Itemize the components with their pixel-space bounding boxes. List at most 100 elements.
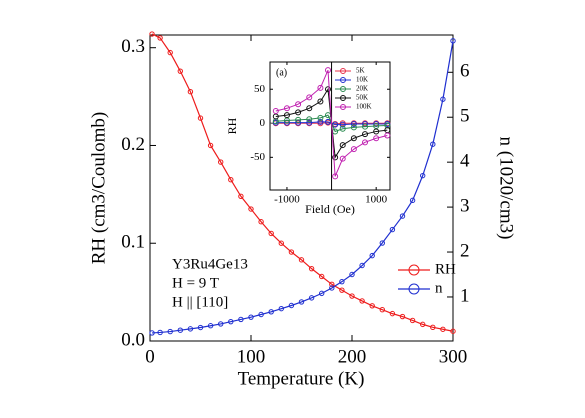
annotation: Y3Ru4Ge13 (172, 256, 248, 272)
x-tick-label: 0 (145, 346, 155, 367)
data-point (306, 119, 313, 126)
data-point (149, 330, 155, 336)
data-point (379, 307, 385, 313)
legend-label: 20K (356, 85, 368, 93)
data-point (298, 299, 305, 305)
data-point (339, 125, 346, 132)
data-point (399, 313, 406, 320)
x-tick-label: -1000 (274, 193, 300, 205)
data-point (228, 176, 234, 183)
data-point (409, 197, 416, 204)
data-point (339, 155, 346, 162)
data-point (317, 84, 324, 91)
data-point (306, 94, 313, 101)
y-tick-label: 0.1 (121, 232, 145, 253)
inset-y-label: RH (225, 117, 239, 134)
data-point (362, 131, 369, 138)
data-point (450, 38, 456, 44)
data-point (373, 135, 380, 142)
data-point (207, 323, 214, 329)
y-tick-label: 0.0 (121, 329, 145, 350)
data-point (306, 116, 313, 123)
legend-marker (340, 95, 346, 101)
data-point (339, 287, 345, 293)
y2-tick-label: 6 (460, 61, 470, 82)
data-point (450, 328, 456, 334)
data-point (248, 314, 254, 320)
data-point (349, 293, 355, 299)
legend-label: RH (435, 261, 456, 277)
data-point (317, 114, 324, 121)
y-tick-label: -50 (250, 151, 265, 163)
data-point (359, 298, 365, 304)
data-point (248, 206, 254, 212)
data-point (283, 112, 290, 119)
data-point (350, 146, 357, 153)
data-point (317, 118, 324, 125)
y-tick-label: 50 (254, 83, 266, 95)
legend-label: 100K (356, 103, 372, 111)
data-point (319, 273, 325, 280)
data-point (167, 328, 173, 335)
data-point (384, 132, 391, 139)
data-point (409, 317, 416, 324)
data-point (295, 116, 302, 123)
data-point (373, 128, 380, 135)
data-point (329, 285, 335, 291)
data-point (440, 96, 446, 102)
y2-tick-label: 4 (460, 151, 470, 172)
series-line (151, 40, 454, 334)
data-point (157, 35, 163, 41)
legend-marker (340, 68, 346, 74)
legend-label: 5K (356, 67, 365, 75)
y-tick-label: 0.3 (121, 36, 145, 57)
data-point (349, 271, 355, 278)
legend-label: n (435, 280, 443, 296)
legend-marker (340, 86, 346, 92)
x-axis-label: Temperature (K) (238, 368, 365, 389)
data-point (350, 124, 357, 131)
legend-marker (340, 104, 346, 110)
y2-tick-label: 3 (460, 195, 470, 216)
data-point (389, 310, 396, 317)
data-point (329, 281, 335, 287)
data-point (306, 105, 313, 112)
x-tick-label: 1000 (365, 193, 388, 205)
data-point (187, 326, 194, 332)
x-tick-label: 300 (439, 346, 468, 367)
x-tick-label: 100 (237, 346, 266, 367)
data-point (324, 86, 331, 93)
y2-axis-label: n (1020/cm3) (496, 137, 517, 240)
data-point (369, 303, 375, 309)
data-point (420, 172, 426, 179)
x-tick-label: 200 (338, 346, 367, 367)
data-point (258, 219, 264, 225)
data-point (278, 240, 284, 246)
data-point (350, 135, 357, 142)
data-point (430, 324, 436, 331)
data-point (272, 108, 279, 115)
data-point (362, 139, 369, 146)
inset-label: (a) (276, 67, 287, 78)
data-point (317, 98, 324, 105)
data-point (278, 305, 284, 312)
y2-tick-label: 5 (460, 106, 470, 127)
legend-marker (340, 77, 346, 83)
data-point (167, 49, 173, 56)
data-point (362, 123, 369, 130)
data-point (258, 311, 264, 318)
data-point (319, 290, 325, 297)
y-tick-label: 0 (260, 117, 266, 129)
annotation: H || [110] (172, 294, 228, 310)
data-point (268, 309, 274, 315)
annotation: H = 9 T (172, 275, 219, 291)
inset-x-label: Field (Oe) (305, 202, 355, 216)
data-point (149, 31, 155, 37)
data-point (369, 252, 375, 259)
data-point (295, 101, 302, 108)
data-point (177, 68, 184, 74)
y2-tick-label: 1 (460, 285, 470, 306)
data-point (295, 109, 302, 116)
